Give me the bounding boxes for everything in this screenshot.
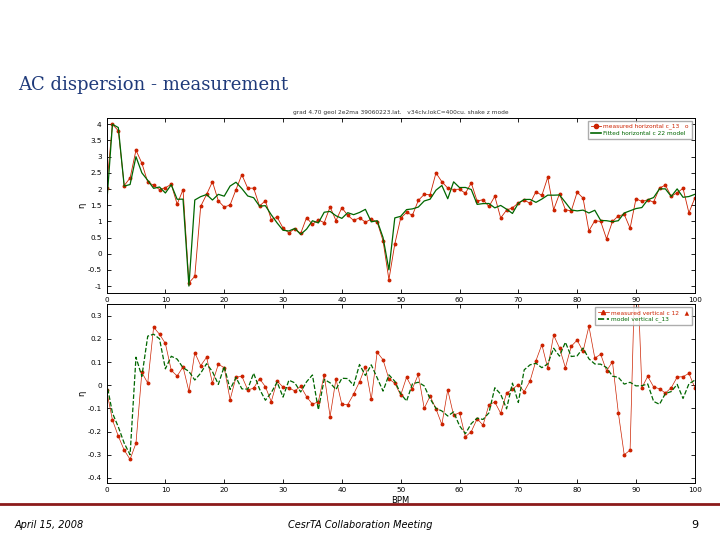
model vertical c_13 bbox=[102, 379, 111, 386]
Line: model vertical c_13: model vertical c_13 bbox=[107, 334, 695, 455]
Text: ✦: ✦ bbox=[31, 25, 41, 35]
model vertical c_13 bbox=[384, 372, 393, 378]
Text: Analysis of transverse-longitudinal coupling measurement: Analysis of transverse-longitudinal coup… bbox=[328, 24, 672, 37]
Text: Laboratory for Elementary-Particle Physics: Laboratory for Elementary-Particle Physi… bbox=[81, 39, 229, 45]
Text: grad 4.70 geol 2e2ma 39060223.lat.   v34clv.lokC=400cu. shake z mode: grad 4.70 geol 2e2ma 39060223.lat. v34cl… bbox=[293, 110, 508, 115]
model vertical c_13 bbox=[690, 377, 699, 383]
measured horizontal c_13   o bbox=[261, 198, 270, 204]
Y-axis label: η: η bbox=[77, 390, 86, 396]
Fitted horizontal c 22 model bbox=[261, 202, 270, 209]
measured vertical c 12   ▲ bbox=[690, 384, 699, 391]
measured horizontal c_13   o bbox=[384, 276, 393, 283]
Fitted horizontal c 22 model bbox=[384, 267, 393, 273]
Fitted horizontal c 22 model bbox=[149, 185, 158, 192]
model vertical c_13 bbox=[526, 362, 534, 368]
measured horizontal c_13   o bbox=[108, 121, 117, 127]
Fitted horizontal c 22 model bbox=[555, 192, 564, 198]
Fitted horizontal c 22 model bbox=[467, 186, 476, 193]
measured horizontal c_13   o bbox=[690, 195, 699, 201]
measured horizontal c_13   o bbox=[467, 180, 476, 186]
measured horizontal c_13   o bbox=[149, 182, 158, 188]
measured vertical c 12   ▲ bbox=[631, 231, 640, 238]
measured horizontal c_13   o bbox=[102, 185, 111, 191]
Fitted horizontal c 22 model bbox=[526, 196, 534, 202]
Fitted horizontal c 22 model bbox=[184, 283, 193, 289]
Fitted horizontal c 22 model bbox=[108, 121, 117, 127]
model vertical c_13 bbox=[126, 451, 135, 458]
Line: measured vertical c 12   ▲: measured vertical c 12 ▲ bbox=[105, 233, 696, 461]
measured horizontal c_13   o bbox=[555, 191, 564, 197]
Line: Fitted horizontal c 22 model: Fitted horizontal c 22 model bbox=[107, 124, 695, 286]
Legend: measured vertical c 12   ▲, model vertical c_13: measured vertical c 12 ▲, model vertical… bbox=[595, 307, 692, 326]
Line: measured horizontal c_13   o: measured horizontal c_13 o bbox=[105, 123, 696, 284]
measured horizontal c_13   o bbox=[184, 280, 193, 286]
Text: April 15, 2008: April 15, 2008 bbox=[14, 519, 84, 530]
model vertical c_13 bbox=[156, 335, 164, 342]
measured vertical c 12   ▲ bbox=[549, 332, 558, 339]
measured vertical c 12   ▲ bbox=[520, 388, 528, 395]
model vertical c_13 bbox=[467, 420, 476, 427]
measured vertical c 12   ▲ bbox=[255, 375, 264, 382]
measured vertical c 12   ▲ bbox=[102, 387, 111, 394]
measured vertical c 12   ▲ bbox=[461, 434, 469, 440]
measured vertical c 12   ▲ bbox=[126, 456, 135, 463]
Text: AC dispersion - measurement: AC dispersion - measurement bbox=[18, 76, 288, 94]
model vertical c_13 bbox=[149, 331, 158, 338]
Text: 9: 9 bbox=[691, 519, 698, 530]
measured vertical c 12   ▲ bbox=[379, 356, 387, 363]
Fitted horizontal c 22 model bbox=[690, 191, 699, 198]
Y-axis label: η: η bbox=[77, 202, 86, 208]
measured horizontal c_13   o bbox=[526, 200, 534, 207]
Fitted horizontal c 22 model bbox=[102, 203, 111, 210]
model vertical c_13 bbox=[555, 353, 564, 360]
model vertical c_13 bbox=[261, 397, 270, 403]
X-axis label: BPM: BPM bbox=[392, 496, 410, 505]
Text: CesrTA Collaboration Meeting: CesrTA Collaboration Meeting bbox=[288, 519, 432, 530]
measured vertical c 12   ▲ bbox=[149, 324, 158, 330]
Legend: measured horizontal c_13   o, Fitted horizontal c 22 model: measured horizontal c_13 o, Fitted horiz… bbox=[588, 121, 692, 139]
Text: Cornell University: Cornell University bbox=[81, 15, 180, 24]
